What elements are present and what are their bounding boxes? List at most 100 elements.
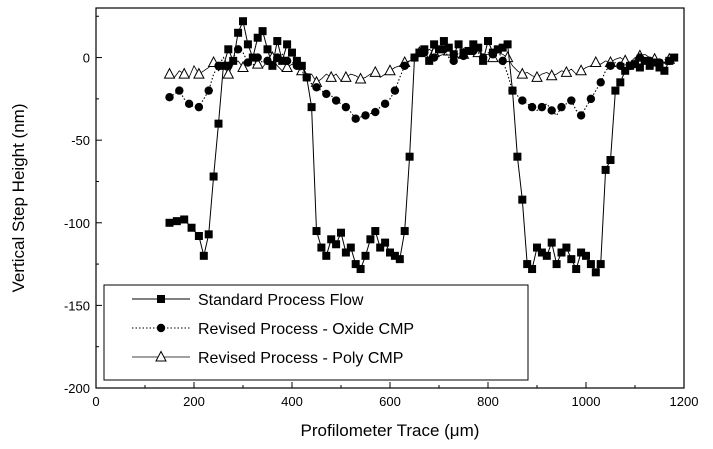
data-point: [322, 251, 331, 260]
data-point: [572, 265, 581, 274]
legend-swatch-oxide-cmp: [132, 323, 190, 333]
data-point: [670, 53, 679, 62]
x-tick-label: 0: [92, 394, 99, 409]
data-point: [229, 56, 238, 65]
data-point: [575, 64, 587, 76]
data-point: [390, 86, 400, 95]
data-point: [405, 152, 414, 161]
data-point: [518, 96, 527, 105]
data-point: [302, 73, 311, 82]
data-point: [582, 251, 590, 260]
data-point: [537, 102, 547, 112]
data-point: [631, 60, 639, 69]
data-point: [331, 96, 341, 105]
data-point: [312, 83, 321, 92]
data-point: [508, 86, 517, 95]
data-point: [263, 45, 272, 54]
data-point: [469, 40, 478, 49]
data-point: [439, 37, 448, 46]
data-point: [562, 243, 571, 252]
data-point: [219, 61, 228, 70]
data-point: [327, 235, 336, 244]
data-point: [586, 94, 596, 104]
plot-series: [163, 17, 679, 277]
data-point: [542, 251, 551, 260]
data-point: [268, 61, 277, 70]
data-point: [234, 28, 243, 37]
data-point: [400, 61, 409, 71]
data-point: [635, 63, 644, 72]
data-point: [484, 37, 492, 46]
data-point: [193, 67, 205, 79]
data-point: [430, 40, 439, 49]
data-point: [351, 114, 360, 123]
data-point: [361, 251, 370, 260]
data-point: [547, 238, 556, 247]
data-point: [640, 56, 649, 65]
data-point: [650, 58, 659, 67]
data-point: [621, 66, 630, 75]
data-point: [420, 45, 429, 54]
data-point: [601, 165, 610, 174]
data-point: [222, 67, 235, 79]
data-point: [533, 243, 541, 252]
legend-marker: [155, 350, 167, 362]
data-point: [172, 217, 181, 226]
data-point: [251, 57, 264, 69]
data-point: [376, 243, 385, 252]
data-point: [557, 248, 566, 257]
legend-box: [103, 284, 529, 381]
legend-label-poly-cmp: Revised Process - Poly CMP: [198, 350, 403, 367]
data-point: [449, 56, 458, 66]
y-axis-title: Vertical Step Height (nm): [9, 104, 28, 293]
series-line: [169, 19, 675, 274]
data-point: [523, 260, 532, 269]
data-point: [243, 40, 252, 49]
data-point: [381, 238, 390, 247]
legend-marker: [156, 323, 166, 333]
data-point: [224, 45, 233, 54]
data-point: [165, 93, 174, 102]
data-point: [665, 56, 674, 65]
legend-entry-poly-cmp: Revised Process - Poly CMP: [132, 350, 403, 367]
data-point: [498, 43, 507, 52]
data-point: [384, 64, 396, 76]
data-point: [596, 78, 605, 87]
data-point: [163, 67, 176, 79]
data-point: [395, 255, 404, 264]
y-tick-label: -200: [64, 381, 90, 396]
data-point: [611, 86, 620, 95]
data-point: [258, 27, 267, 36]
legend-swatch-poly-cmp: [132, 350, 190, 362]
data-point: [332, 240, 341, 249]
data-point: [187, 223, 196, 232]
data-point: [356, 265, 365, 274]
data-point: [606, 61, 615, 71]
data-point: [194, 232, 203, 240]
data-point: [547, 106, 556, 115]
data-point: [449, 50, 458, 59]
data-point: [552, 260, 561, 269]
data-point: [516, 67, 529, 79]
data-point: [560, 65, 573, 77]
data-point: [248, 53, 257, 62]
data-point: [346, 243, 355, 252]
data-point: [528, 265, 537, 274]
data-point: [479, 56, 488, 65]
data-point: [531, 70, 543, 82]
data-point: [354, 72, 367, 84]
data-point: [567, 255, 576, 264]
y-tick-label: -50: [71, 133, 90, 148]
data-point: [297, 61, 306, 70]
data-point: [178, 67, 191, 79]
data-point: [410, 53, 419, 62]
data-point: [199, 251, 208, 260]
legend-label-oxide-cmp: Revised Process - Oxide CMP: [198, 321, 414, 338]
legend-entry-oxide-cmp: Revised Process - Oxide CMP: [132, 321, 414, 338]
data-point: [660, 66, 669, 75]
data-point: [204, 230, 213, 239]
data-point: [288, 48, 296, 57]
data-point: [454, 40, 463, 49]
data-point: [371, 227, 380, 236]
